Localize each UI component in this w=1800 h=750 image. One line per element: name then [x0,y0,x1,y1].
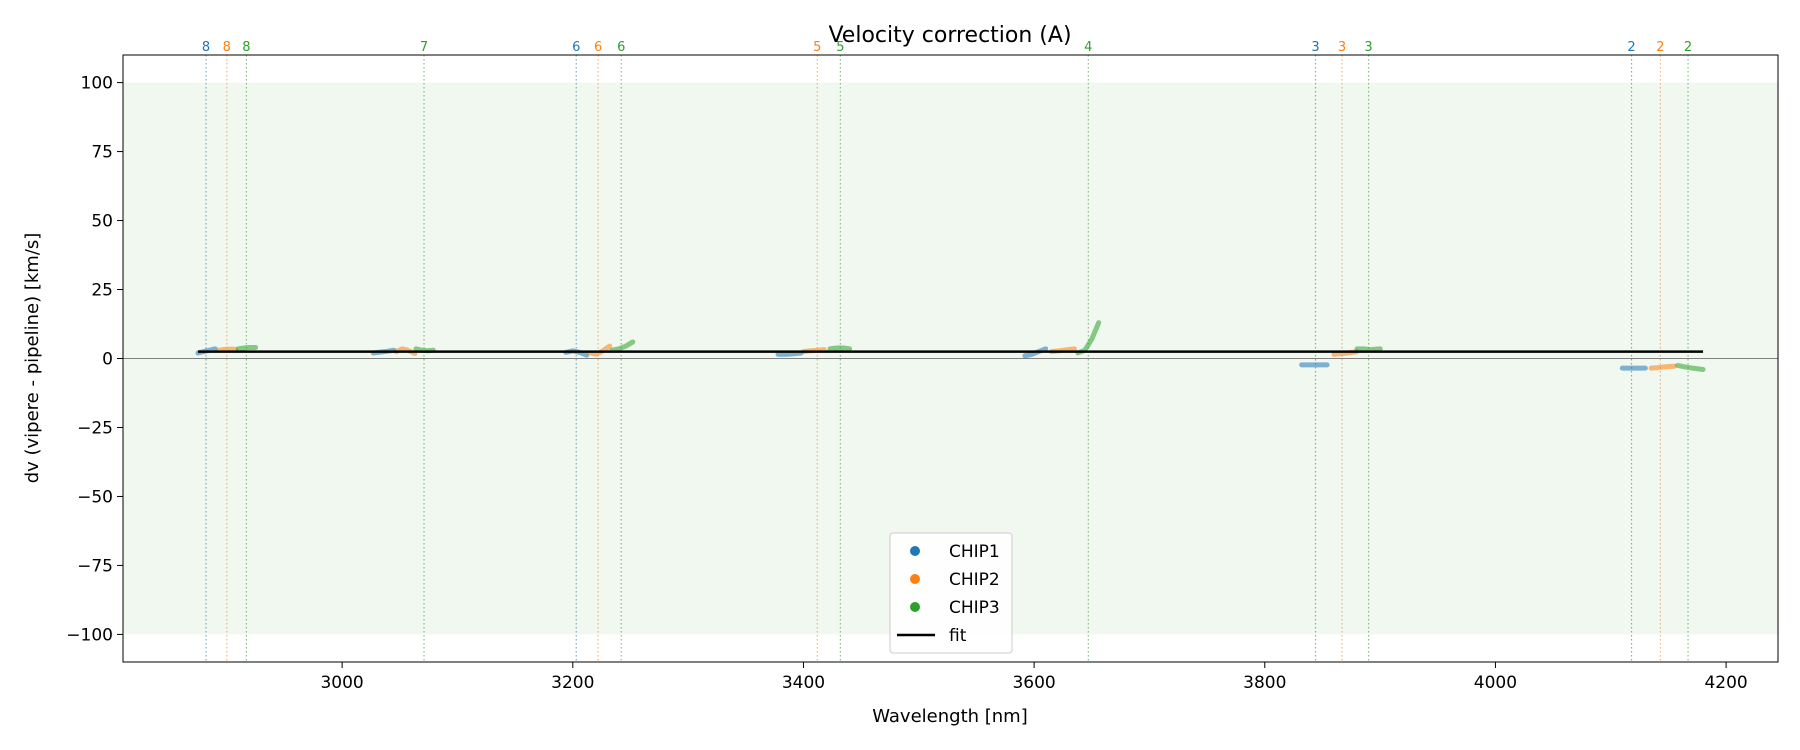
legend: CHIP1 CHIP2 CHIP3 fit [889,532,1013,654]
series-chip1-segment-4 [775,350,804,357]
y-tick-label-75: 75 [91,143,113,163]
series-chip3-segment-1 [235,344,259,352]
order-label-chip3-2: 2 [1684,40,1692,55]
y-tick-label-100: 100 [81,74,113,94]
y-axis-label: dv (vipere - pipeline) [km/s] [22,233,43,484]
order-label-chip2-5: 5 [813,40,821,55]
x-axis-label: Wavelength [nm] [872,706,1028,727]
y-tick-label--50: −50 [77,487,113,507]
series-chip1-segment-5 [1022,346,1049,359]
legend-label-chip1: CHIP1 [949,542,1000,562]
chart-title: Velocity correction (A) [828,23,1071,48]
y-tick-label--25: −25 [77,418,113,438]
series-chip2-segment-7 [1648,363,1677,371]
order-label-chip3-8: 8 [242,40,250,55]
order-label-chip1-3: 3 [1311,40,1319,55]
series-chip3-segment-3 [609,339,636,353]
order-label-chip3-6: 6 [617,40,625,55]
order-label-chip1-2: 2 [1627,40,1635,55]
order-label-chip3-5: 5 [836,40,844,55]
legend-marker-chip3 [910,602,920,612]
order-label-chip1-8: 8 [202,40,210,55]
x-tick-label-3000: 3000 [320,673,363,693]
series-chip2-segment-1 [216,346,239,353]
order-label-chip3-3: 3 [1364,40,1372,55]
order-label-chip2-3: 3 [1338,40,1346,55]
y-tick-label--75: −75 [77,556,113,576]
x-tick-label-4200: 4200 [1704,673,1747,693]
order-label-chip2-8: 8 [223,40,231,55]
order-label-chip1-6: 6 [572,40,580,55]
x-tick-label-3800: 3800 [1243,673,1286,693]
legend-marker-chip2 [910,574,920,584]
y-tick-label-0: 0 [102,350,113,370]
legend-label-fit: fit [949,626,967,646]
x-tick-label-3400: 3400 [782,673,825,693]
series-chip3-segment-4 [827,345,853,352]
legend-label-chip2: CHIP2 [949,570,1000,590]
legend-label-chip3: CHIP3 [949,598,1000,618]
x-tick-label-4000: 4000 [1474,673,1517,693]
order-label-chip3-4: 4 [1084,40,1092,55]
order-label-chip2-2: 2 [1656,40,1664,55]
order-label-chip3-7: 7 [420,40,428,55]
series-chip3-segment-7 [1675,362,1706,373]
order-label-chip2-6: 6 [594,40,602,55]
series-chip2-segment-3 [587,343,613,357]
y-tick-label-25: 25 [91,281,113,301]
y-tick-label--100: −100 [66,625,113,645]
legend-marker-chip1 [910,546,920,556]
x-tick-label-3600: 3600 [1012,673,1055,693]
series-chip3-segment-6 [1354,346,1383,353]
legend-box [889,532,1013,654]
y-tick-label-50: 50 [91,212,113,232]
x-tick-label-3200: 3200 [551,673,594,693]
